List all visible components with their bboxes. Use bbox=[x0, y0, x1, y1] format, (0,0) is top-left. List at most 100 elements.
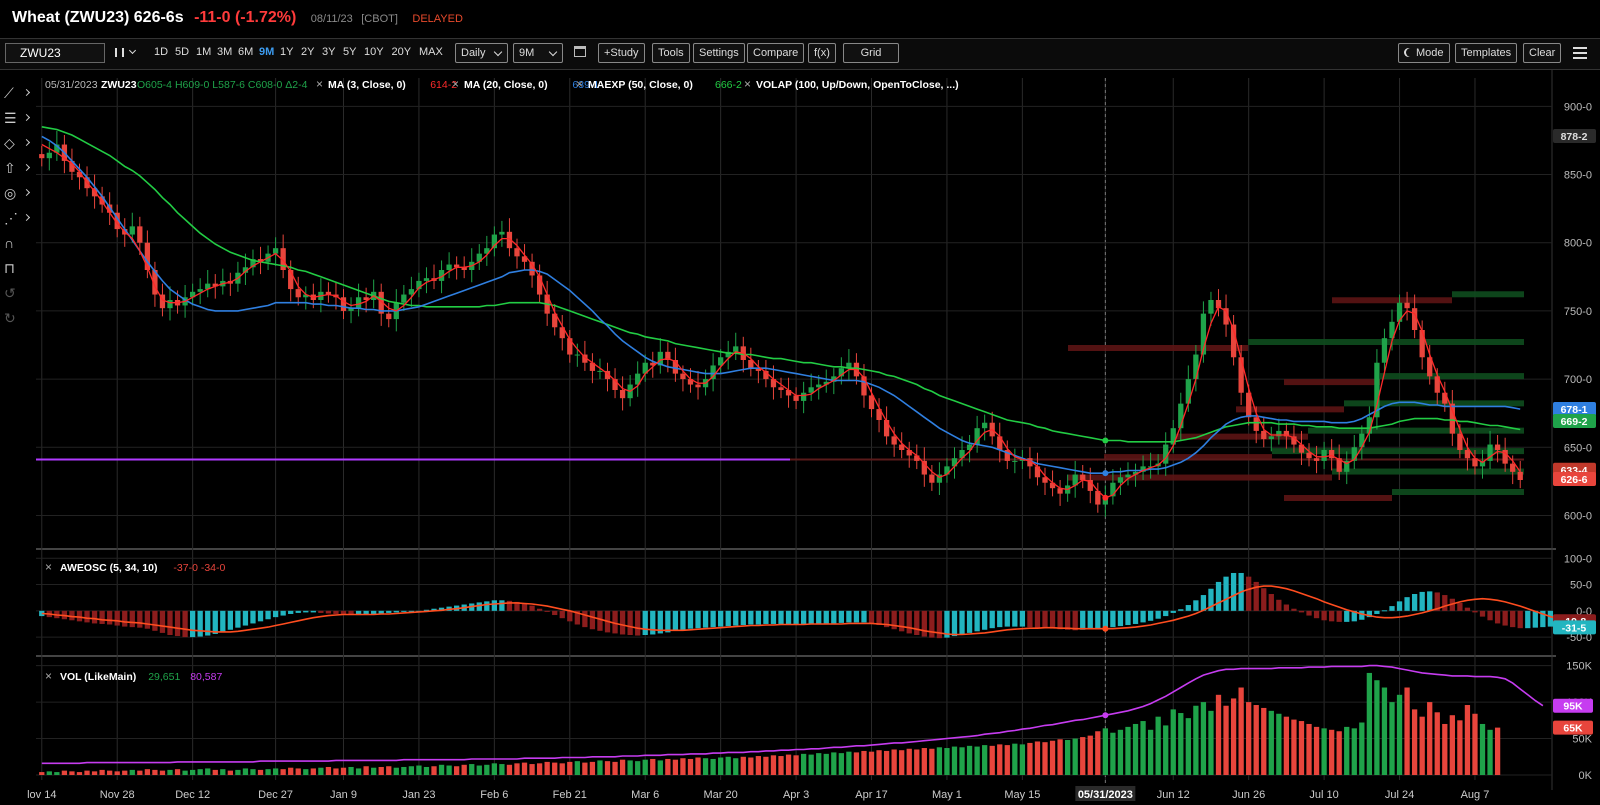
volume-bar bbox=[982, 745, 988, 775]
volume-bar bbox=[936, 747, 943, 775]
lock-tool[interactable]: ⊓ bbox=[4, 259, 28, 277]
range-max[interactable]: MAX bbox=[419, 46, 443, 58]
price-change: -11-0 (-1.72%) bbox=[194, 9, 297, 26]
shape-tool[interactable]: ◇ bbox=[4, 134, 31, 152]
ao-bar bbox=[1215, 581, 1222, 611]
candle-body bbox=[793, 395, 799, 401]
candle-body bbox=[1411, 308, 1418, 330]
candle-body bbox=[401, 294, 407, 303]
line-tool[interactable]: ⟋ bbox=[4, 84, 31, 102]
ao-legend-label: AWEOSC (5, 34, 10) bbox=[60, 562, 157, 574]
volume-bar bbox=[1238, 687, 1244, 775]
pattern-tool[interactable]: ⋰ bbox=[4, 209, 31, 227]
ma20-line bbox=[41, 135, 1521, 475]
ao-bar bbox=[740, 610, 746, 626]
x-tick-label: Jan 23 bbox=[402, 789, 435, 801]
range-1y[interactable]: 1Y bbox=[280, 46, 294, 58]
ao-bar bbox=[612, 610, 618, 634]
remove-study-icon: × bbox=[45, 669, 52, 683]
volume-bar bbox=[1374, 680, 1380, 775]
range-6m[interactable]: 6M bbox=[238, 46, 254, 58]
ao-bar bbox=[235, 610, 241, 628]
volume-legend-value: 80,587 bbox=[190, 671, 222, 683]
grid-button[interactable]: Grid bbox=[843, 43, 899, 63]
range-1d[interactable]: 1D bbox=[154, 46, 169, 58]
calendar-icon[interactable] bbox=[574, 46, 586, 57]
arrow-tool[interactable]: ⇧ bbox=[4, 159, 31, 177]
add-study-button[interactable]: +Study bbox=[598, 43, 645, 63]
volume-bar bbox=[1276, 713, 1282, 775]
templates-button[interactable]: Templates bbox=[1455, 43, 1518, 63]
study-label: VOLAP (100, Up/Down, OpenToClose, ...) bbox=[756, 79, 959, 91]
ao-bar bbox=[1147, 610, 1154, 621]
redo-tool[interactable]: ↻ bbox=[4, 309, 28, 327]
candle-body bbox=[1434, 376, 1440, 393]
ao-bar bbox=[680, 610, 686, 630]
candle-body bbox=[944, 466, 950, 475]
candle-body bbox=[1464, 450, 1471, 459]
candle-body bbox=[1132, 471, 1139, 475]
ao-bar bbox=[808, 610, 814, 624]
quote-date: 08/11/23 bbox=[310, 13, 353, 25]
volume-bar bbox=[1178, 713, 1184, 775]
ao-bar bbox=[1064, 610, 1071, 630]
candle-body bbox=[250, 259, 256, 268]
clear-button[interactable]: Clear bbox=[1523, 43, 1562, 63]
volume-bar bbox=[1427, 702, 1433, 775]
volume-bar bbox=[1283, 716, 1290, 775]
function-button[interactable]: f(x) bbox=[808, 43, 836, 63]
volap-bar-down bbox=[1068, 474, 1332, 481]
symbol-input[interactable] bbox=[5, 43, 105, 63]
ao-bar bbox=[1080, 610, 1086, 630]
interval-dropdown[interactable]: Daily bbox=[455, 43, 508, 63]
last-price: 626-6s bbox=[133, 9, 184, 26]
volume-bar bbox=[582, 762, 588, 775]
range-3y[interactable]: 3Y bbox=[322, 46, 336, 58]
ao-bar bbox=[778, 610, 784, 624]
volume-bar bbox=[1102, 728, 1108, 775]
volume-bar bbox=[740, 756, 746, 775]
volume-bar bbox=[61, 770, 68, 775]
tools-button[interactable]: Tools bbox=[652, 43, 690, 63]
candle-body bbox=[1080, 474, 1086, 480]
ao-bar bbox=[1487, 610, 1493, 621]
candle-body bbox=[408, 289, 415, 295]
period-dropdown[interactable]: 9M bbox=[513, 43, 563, 63]
range-3m[interactable]: 3M bbox=[217, 46, 233, 58]
volume-bar bbox=[1253, 705, 1259, 775]
undo-tool[interactable]: ↺ bbox=[4, 284, 28, 302]
magnet-tool[interactable]: ∩ bbox=[4, 234, 28, 252]
settings-button[interactable]: Settings bbox=[693, 43, 745, 63]
range-2y[interactable]: 2Y bbox=[301, 46, 315, 58]
fibonacci-icon: ☰ bbox=[4, 110, 17, 126]
range-10y[interactable]: 10Y bbox=[364, 46, 384, 58]
volume-bar bbox=[574, 761, 580, 775]
ao-bar bbox=[1374, 610, 1380, 614]
range-1m[interactable]: 1M bbox=[196, 46, 212, 58]
chart-type-dropdown[interactable] bbox=[111, 43, 139, 63]
mode-button[interactable]: Mode bbox=[1398, 43, 1450, 63]
circle-icon: ◎ bbox=[4, 185, 17, 201]
ao-bar bbox=[710, 610, 716, 628]
ao-bar bbox=[959, 610, 965, 635]
fib-tool[interactable]: ☰ bbox=[4, 109, 31, 127]
range-20y[interactable]: 20Y bbox=[391, 46, 412, 58]
volume-bar bbox=[205, 768, 211, 775]
ao-bar bbox=[371, 610, 377, 614]
candle-body bbox=[197, 289, 203, 292]
menu-icon[interactable] bbox=[1573, 47, 1587, 59]
candle-body bbox=[1381, 338, 1388, 363]
volume-bar bbox=[552, 762, 558, 775]
ao-bar bbox=[1095, 610, 1101, 629]
ao-bar bbox=[423, 609, 430, 611]
annotation-tool[interactable]: ◎ bbox=[4, 184, 31, 202]
volume-bar bbox=[1419, 716, 1425, 775]
candle-body bbox=[1276, 430, 1282, 437]
compare-button[interactable]: Compare bbox=[747, 43, 805, 63]
candle-body bbox=[54, 144, 60, 153]
range-5d[interactable]: 5D bbox=[175, 46, 190, 58]
range-9m[interactable]: 9M bbox=[259, 46, 275, 58]
range-5y[interactable]: 5Y bbox=[343, 46, 357, 58]
ao-bar bbox=[303, 610, 309, 613]
